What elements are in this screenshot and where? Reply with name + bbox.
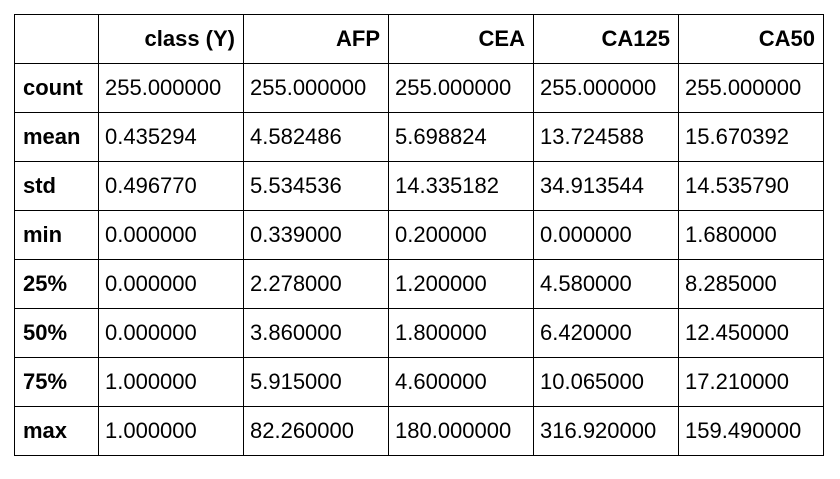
- table-header-row: class (Y) AFP CEA CA125 CA50: [14, 14, 824, 64]
- table-cell: 180.000000: [388, 406, 534, 456]
- table-cell: 0.339000: [243, 210, 389, 260]
- table-cell: 255.000000: [388, 63, 534, 113]
- table-cell: 12.450000: [678, 308, 824, 358]
- table-cell: 159.490000: [678, 406, 824, 456]
- table-cell: 316.920000: [533, 406, 679, 456]
- table-row: std 0.496770 5.534536 14.335182 34.91354…: [14, 161, 824, 211]
- table-row: count 255.000000 255.000000 255.000000 2…: [14, 63, 824, 113]
- table-cell: 4.580000: [533, 259, 679, 309]
- table-cell: 1.200000: [388, 259, 534, 309]
- table-cell: 1.000000: [98, 406, 244, 456]
- row-label-min: min: [14, 210, 99, 260]
- table-cell: 3.860000: [243, 308, 389, 358]
- table-cell: 5.534536: [243, 161, 389, 211]
- table-cell: 0.000000: [98, 308, 244, 358]
- row-label-mean: mean: [14, 112, 99, 162]
- table-cell: 5.915000: [243, 357, 389, 407]
- table-cell: 10.065000: [533, 357, 679, 407]
- table-cell: 13.724588: [533, 112, 679, 162]
- column-header-ca125: CA125: [533, 14, 679, 64]
- table-cell: 255.000000: [533, 63, 679, 113]
- table-cell: 0.000000: [533, 210, 679, 260]
- table-cell: 0.000000: [98, 210, 244, 260]
- table-cell: 255.000000: [243, 63, 389, 113]
- column-header-class: class (Y): [98, 14, 244, 64]
- table-cell: 8.285000: [678, 259, 824, 309]
- table-row: 75% 1.000000 5.915000 4.600000 10.065000…: [14, 357, 824, 407]
- table-cell: 1.800000: [388, 308, 534, 358]
- table-cell: 17.210000: [678, 357, 824, 407]
- corner-cell: [14, 14, 99, 64]
- table-cell: 14.535790: [678, 161, 824, 211]
- row-label-max: max: [14, 406, 99, 456]
- table-row: 50% 0.000000 3.860000 1.800000 6.420000 …: [14, 308, 824, 358]
- column-header-cea: CEA: [388, 14, 534, 64]
- table-cell: 1.680000: [678, 210, 824, 260]
- table-cell: 0.435294: [98, 112, 244, 162]
- column-header-afp: AFP: [243, 14, 389, 64]
- table-row: max 1.000000 82.260000 180.000000 316.92…: [14, 406, 824, 456]
- table-cell: 0.000000: [98, 259, 244, 309]
- table-cell: 255.000000: [98, 63, 244, 113]
- table-cell: 4.582486: [243, 112, 389, 162]
- table-cell: 255.000000: [678, 63, 824, 113]
- table-row: min 0.000000 0.339000 0.200000 0.000000 …: [14, 210, 824, 260]
- table-cell: 4.600000: [388, 357, 534, 407]
- describe-stats-table: class (Y) AFP CEA CA125 CA50 count 255.0…: [14, 14, 824, 456]
- table-cell: 6.420000: [533, 308, 679, 358]
- table-cell: 82.260000: [243, 406, 389, 456]
- table-cell: 34.913544: [533, 161, 679, 211]
- row-label-75pct: 75%: [14, 357, 99, 407]
- table-cell: 0.496770: [98, 161, 244, 211]
- table-cell: 1.000000: [98, 357, 244, 407]
- table-cell: 15.670392: [678, 112, 824, 162]
- table-row: 25% 0.000000 2.278000 1.200000 4.580000 …: [14, 259, 824, 309]
- table-cell: 14.335182: [388, 161, 534, 211]
- column-header-ca50: CA50: [678, 14, 824, 64]
- row-label-count: count: [14, 63, 99, 113]
- table-cell: 2.278000: [243, 259, 389, 309]
- row-label-std: std: [14, 161, 99, 211]
- table-row: mean 0.435294 4.582486 5.698824 13.72458…: [14, 112, 824, 162]
- row-label-50pct: 50%: [14, 308, 99, 358]
- table-cell: 0.200000: [388, 210, 534, 260]
- row-label-25pct: 25%: [14, 259, 99, 309]
- table-cell: 5.698824: [388, 112, 534, 162]
